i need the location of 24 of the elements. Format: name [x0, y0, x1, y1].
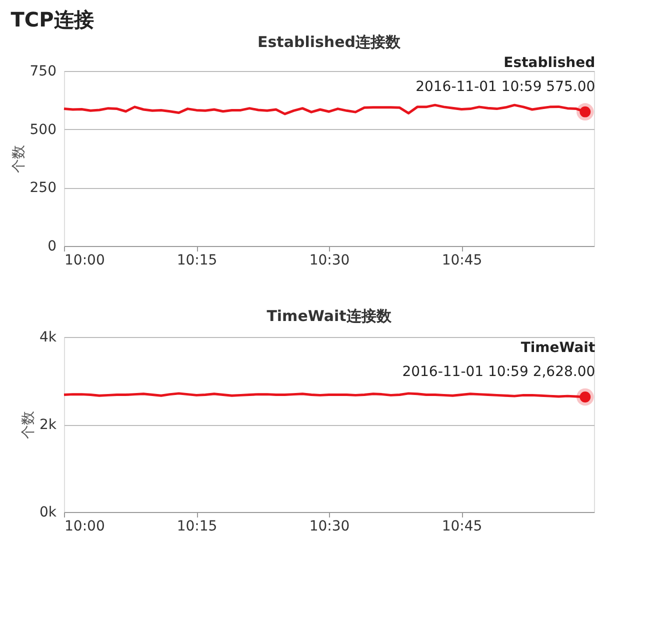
x-tick-label: 10:45 — [442, 518, 482, 534]
text: TCP连接 — [10, 7, 94, 32]
y-tick-label: 0k — [39, 504, 58, 520]
x-tick-label: 10:00 — [64, 518, 105, 534]
x-tick-label: 10:45 — [442, 252, 482, 268]
x-tick-label: 10:15 — [176, 518, 218, 534]
x-tick-label: 10:00 — [64, 252, 105, 268]
y-axis-title: 个数 — [20, 411, 36, 439]
text: TimeWait — [520, 340, 596, 356]
annotation: 2016-11-01 10:59 575.00 — [416, 78, 596, 95]
y-tick-label: 0 — [48, 238, 56, 254]
annotation: 2016-11-01 10:59 2,628.00 — [402, 364, 596, 380]
x-tick-label: 10:30 — [309, 252, 350, 268]
x-tick-label: 10:15 — [176, 252, 218, 268]
y-tick-label: 500 — [30, 122, 56, 138]
chart-title: TimeWait连接数 — [266, 307, 392, 325]
y-tick-label: 2k — [39, 417, 58, 433]
y-tick-label: 750 — [30, 64, 56, 80]
chart-title: Established连接数 — [257, 32, 402, 51]
y-tick-label: 4k — [39, 330, 58, 346]
text: Established — [504, 54, 596, 71]
y-tick-label: 250 — [30, 180, 56, 196]
y-axis-title: 个数 — [10, 145, 27, 173]
x-tick-label: 10:30 — [309, 518, 350, 534]
